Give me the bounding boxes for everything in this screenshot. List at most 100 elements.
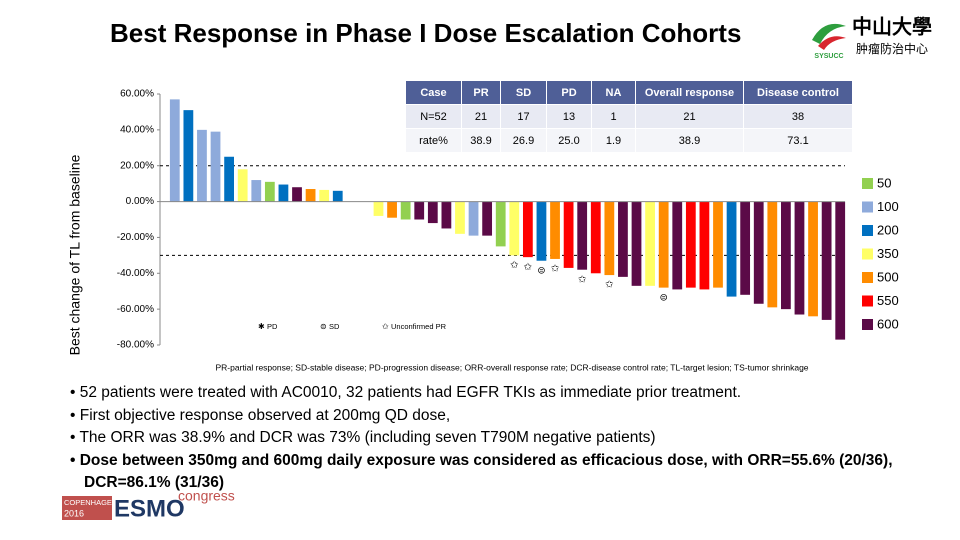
- bar: [631, 201, 642, 286]
- bar: [441, 201, 452, 229]
- bar: [224, 156, 234, 202]
- table-cell: 73.1: [743, 128, 853, 153]
- title: Best Response in Phase I Dose Escalation…: [110, 18, 741, 48]
- response-table: Case PR SD PD NA Overall response Disease cont…: [405, 80, 853, 153]
- bar: [740, 201, 751, 295]
- bar: [536, 201, 547, 261]
- footer-year: 2016: [64, 508, 84, 518]
- bullet: First objective response observed at 200…: [70, 405, 950, 428]
- table-cell: 1: [591, 104, 636, 129]
- footer-badge: [62, 496, 112, 520]
- table-cell: PR: [461, 80, 501, 105]
- y-tick-label: 40.00%: [120, 124, 154, 135]
- bar-marker: ✩: [551, 264, 560, 275]
- legend-swatch: [862, 201, 873, 213]
- bar: [332, 190, 343, 202]
- bar: [387, 201, 397, 218]
- bar: [672, 201, 683, 290]
- bullet-list: 52 patients were treated with AC0010, 32…: [70, 382, 950, 495]
- bar: [237, 169, 248, 202]
- bar: [753, 201, 764, 304]
- bar: [808, 201, 818, 317]
- bar: [414, 201, 425, 220]
- bar: [482, 201, 493, 236]
- bar: [210, 131, 221, 202]
- marker-legend-label: Unconfirmed PR: [391, 322, 447, 331]
- table-cell: Overall response: [635, 80, 744, 105]
- bar-marker: ✩: [524, 262, 533, 273]
- marker-legend-symbol: ✱: [258, 322, 265, 331]
- legend-label: 200: [877, 222, 899, 237]
- table-cell: 21: [635, 104, 744, 129]
- y-tick-label: 20.00%: [120, 160, 154, 171]
- table-cell: Disease control: [743, 80, 853, 105]
- bar: [685, 201, 696, 288]
- y-tick-label: -40.00%: [117, 268, 154, 279]
- bullet: The ORR was 38.9% and DCR was 73% (inclu…: [70, 427, 950, 450]
- legend-label: 50: [877, 175, 891, 190]
- y-tick-label: -80.00%: [117, 340, 154, 351]
- bar: [264, 181, 275, 202]
- bar: [821, 201, 832, 320]
- bar: [400, 201, 411, 220]
- bar: [835, 201, 846, 340]
- bar: [658, 201, 669, 288]
- bar-marker: ✩: [510, 260, 519, 271]
- table-cell: N=52: [405, 104, 462, 129]
- bar: [781, 201, 791, 310]
- table-cell: rate%: [405, 128, 462, 153]
- bar: [563, 201, 574, 268]
- legend-label: 600: [877, 316, 899, 331]
- bar: [767, 201, 778, 308]
- table-cell: 21: [461, 104, 501, 129]
- marker-legend-label: SD: [329, 322, 340, 331]
- marker-legend-label: PD: [267, 322, 278, 331]
- bar: [495, 201, 506, 247]
- bar: [169, 99, 180, 202]
- legend-swatch: [862, 319, 873, 330]
- table-cell: 17: [500, 104, 547, 129]
- table-cell: Case: [405, 80, 462, 105]
- bar: [305, 189, 316, 202]
- bar-marker: ⊜: [659, 292, 667, 303]
- legend-swatch: [862, 295, 873, 307]
- bar: [699, 201, 710, 290]
- bar-marker: ✩: [605, 280, 614, 291]
- bar: [373, 201, 384, 216]
- bar: [292, 187, 302, 202]
- bar: [278, 184, 289, 202]
- table-row: N=52 21 17 13 1 21 38: [405, 104, 853, 129]
- logo-leaf: [812, 23, 846, 44]
- logo-en: SYSUCC: [814, 53, 843, 60]
- bar: [251, 180, 262, 202]
- bar-marker: ⊜: [537, 265, 545, 276]
- table-cell: 13: [546, 104, 592, 129]
- bar: [509, 201, 520, 256]
- bar: [794, 201, 805, 315]
- bullet: Dose between 350mg and 600mg daily expos…: [70, 450, 950, 495]
- legend-swatch: [862, 178, 873, 189]
- marker-legend-symbol: ✩: [382, 322, 389, 331]
- logo-cn-sub: 肿瘤防治中心: [856, 41, 928, 56]
- legend-label: 100: [877, 199, 899, 214]
- table-cell: PD: [546, 80, 592, 105]
- table-cell: 25.0: [546, 128, 592, 153]
- table-row: Case PR SD PD NA Overall response Disease cont…: [405, 80, 853, 105]
- bar: [455, 201, 465, 234]
- bar: [726, 201, 737, 297]
- table-cell: SD: [500, 80, 547, 105]
- y-tick-label: 60.00%: [120, 89, 154, 100]
- table-cell: 26.9: [500, 128, 547, 153]
- bar: [468, 201, 479, 236]
- bar: [197, 129, 207, 202]
- bar: [550, 201, 560, 259]
- y-axis-label: Best change of TL from baseline: [67, 154, 83, 355]
- bar: [522, 201, 533, 258]
- bar: [645, 201, 655, 286]
- bar: [183, 110, 194, 202]
- y-tick-label: -60.00%: [117, 304, 154, 315]
- y-tick-label: -20.00%: [117, 232, 154, 243]
- bar: [618, 201, 628, 277]
